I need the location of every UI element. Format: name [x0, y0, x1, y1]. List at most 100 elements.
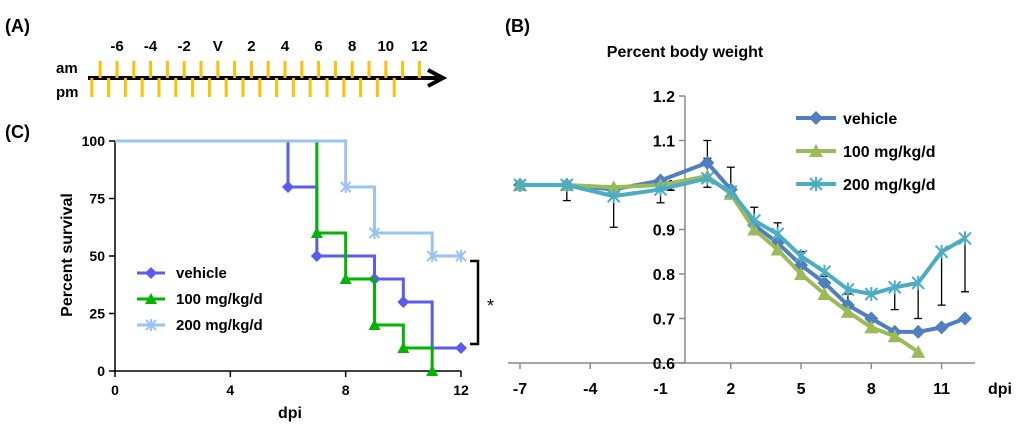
- km-data-point: [397, 296, 410, 308]
- bw-y-tick-label: 0.6: [653, 356, 675, 373]
- schedule-day-label: V: [213, 38, 223, 55]
- km-legend-label: vehicle: [176, 265, 227, 282]
- bw-legend-marker: [809, 144, 823, 157]
- bw-data-point: [958, 231, 972, 246]
- panel-label-a: (A): [5, 16, 30, 36]
- km-x-tick-label: 8: [342, 382, 350, 398]
- km-y-tick-label: 25: [89, 306, 105, 322]
- bw-y-tick-label: 1.1: [653, 134, 675, 151]
- bw-series-line: [520, 174, 920, 354]
- bw-data-point: [864, 320, 879, 334]
- significance-marker: *: [487, 296, 494, 316]
- bw-data-point: [887, 329, 902, 343]
- schedule-day-label: 2: [247, 38, 255, 55]
- pm-label: pm: [56, 84, 79, 101]
- km-legend-label: 200 mg/kg/d: [176, 317, 263, 334]
- schedule-day-label: -4: [144, 38, 158, 55]
- km-legend-marker: [145, 293, 157, 304]
- bw-data-point: [817, 275, 832, 290]
- bw-xlabel: dpi: [988, 381, 1012, 398]
- schedule-day-label: -2: [178, 38, 191, 55]
- bw-x-tick-label: -1: [653, 381, 667, 398]
- km-data-point: [426, 250, 438, 262]
- body-weight-chart: Percent body weight 0.60.70.80.911.11.2-…: [508, 44, 1012, 398]
- km-y-tick-label: 50: [89, 248, 105, 264]
- bw-x-tick-label: 11: [933, 381, 950, 398]
- bw-data-point: [934, 320, 949, 335]
- bw-data-point: [817, 264, 832, 279]
- bw-x-tick-label: -4: [583, 381, 597, 398]
- km-series-line: [115, 139, 434, 371]
- km-legend-marker: [145, 319, 157, 331]
- bw-data-point: [770, 242, 785, 256]
- schedule-day-label: 4: [281, 38, 290, 55]
- bw-data-point: [653, 182, 668, 197]
- bw-data-point: [606, 189, 621, 204]
- bw-y-tick-label: 0.8: [653, 267, 675, 284]
- schedule-day-label: 6: [314, 38, 322, 55]
- km-legend-label: 100 mg/kg/d: [176, 291, 263, 308]
- bw-legend-label: 200 mg/kg/d: [843, 177, 935, 194]
- schedule-day-label: 12: [411, 38, 428, 55]
- bw-legend-marker: [809, 111, 823, 125]
- bw-data-point: [911, 275, 925, 290]
- significance-bracket: [470, 259, 480, 346]
- km-data-point: [426, 365, 439, 376]
- km-ylabel: Percent survival: [59, 193, 76, 317]
- schedule-day-label: 8: [348, 38, 356, 55]
- bw-data-point: [700, 171, 715, 186]
- panel-label-b: (B): [505, 16, 530, 36]
- survival-chart: 0 25 50 75 100 0 4 8 12 Percent survival dpi veh…: [59, 133, 494, 422]
- km-x-tick-label: 12: [453, 382, 469, 398]
- am-label: am: [56, 60, 78, 77]
- dosing-schedule: am pm -6 -4 -2 V 2 4 6 8 10 12: [56, 38, 448, 101]
- bw-x-tick-label: 2: [726, 381, 735, 398]
- km-xlabel: dpi: [278, 405, 302, 422]
- bw-data-point: [794, 267, 809, 280]
- bw-series-line: [520, 176, 966, 297]
- km-data-point: [282, 181, 294, 193]
- km-y-tick-label: 0: [97, 363, 105, 379]
- bw-legend-label: vehicle: [843, 111, 897, 128]
- km-y-tick-label: 75: [89, 191, 105, 207]
- schedule-day-label: -6: [110, 38, 123, 55]
- km-x-tick-label: 0: [111, 382, 119, 398]
- km-data-point: [455, 342, 467, 354]
- bw-data-point: [864, 287, 879, 302]
- bw-data-point: [817, 287, 832, 301]
- panel-label-c: (C): [5, 122, 30, 142]
- bw-data-point: [747, 213, 761, 228]
- bw-data-point: [840, 304, 855, 318]
- bw-title: Percent body weight: [607, 44, 764, 61]
- timeline-arrowhead: [427, 68, 448, 88]
- km-data-point: [310, 250, 323, 262]
- km-y-tick-label: 100: [82, 133, 106, 149]
- km-data-point: [455, 250, 467, 262]
- bw-data-point: [958, 311, 972, 326]
- bw-data-point: [770, 226, 785, 241]
- bw-data-point: [841, 282, 855, 297]
- bw-data-point: [560, 178, 574, 192]
- km-data-point: [397, 342, 410, 353]
- bw-data-point: [513, 178, 527, 192]
- bw-data-point: [888, 280, 902, 295]
- km-data-point: [368, 319, 381, 330]
- bw-x-tick-label: 5: [797, 381, 806, 398]
- bw-data-point: [606, 180, 621, 194]
- km-legend-marker: [145, 267, 157, 279]
- km-x-tick-label: 4: [226, 382, 234, 398]
- bw-data-point: [911, 324, 926, 339]
- bw-legend-label: 100 mg/kg/d: [843, 144, 935, 161]
- bw-data-point: [700, 155, 715, 170]
- bw-x-tick-label: 8: [867, 381, 876, 398]
- schedule-day-label: 10: [377, 38, 394, 55]
- bw-data-point: [864, 311, 879, 326]
- km-data-point: [339, 273, 352, 284]
- bw-y-tick-label: 0.7: [653, 312, 675, 329]
- bw-y-tick-label: 1.2: [653, 89, 675, 106]
- bw-x-tick-label: -7: [513, 381, 527, 398]
- km-series-line: [115, 139, 461, 350]
- km-data-point: [339, 181, 352, 193]
- bw-legend-marker: [809, 177, 823, 191]
